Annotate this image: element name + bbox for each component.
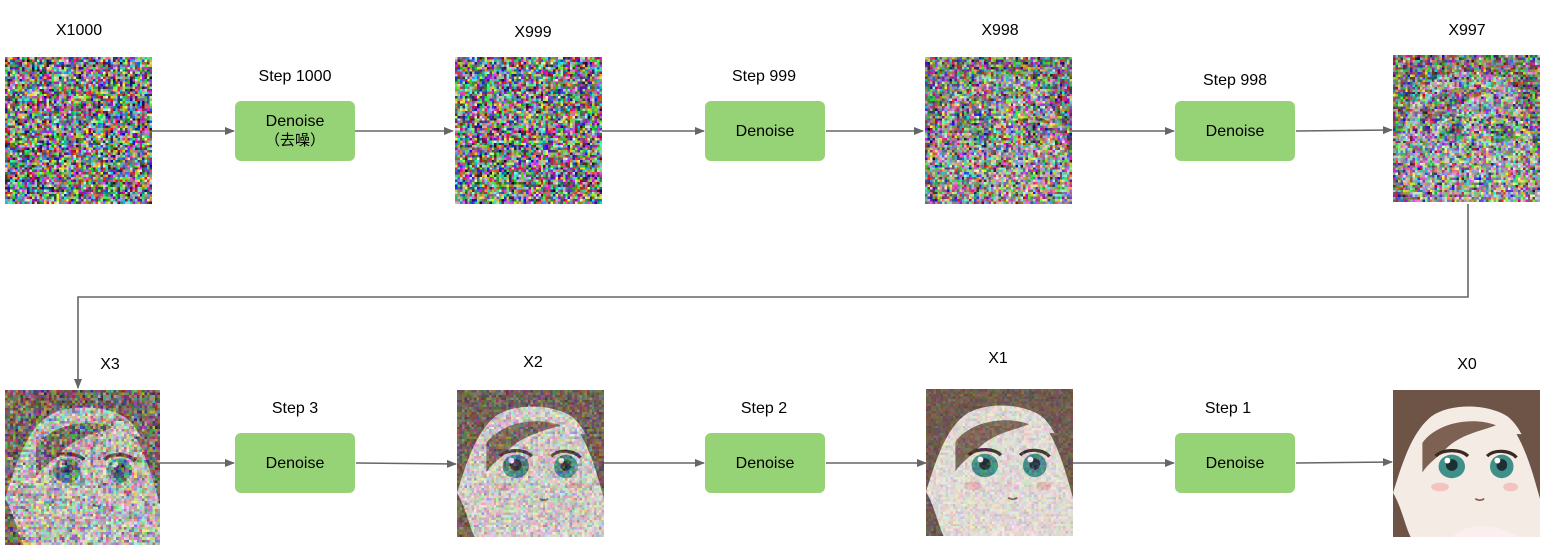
image-label-x997: X997 xyxy=(1448,22,1486,39)
step-label-2: Step 2 xyxy=(740,400,788,417)
arrow-step3-to-x2 xyxy=(355,459,457,468)
denoise-box-step998: Denoise xyxy=(1175,101,1295,161)
image-label-x998: X998 xyxy=(981,22,1019,39)
denoise-box-text: Denoise xyxy=(735,122,795,140)
step-label-3: Step 3 xyxy=(271,400,319,417)
noise-image-x2 xyxy=(457,390,604,537)
noise-image-x1 xyxy=(926,389,1073,536)
noise-image-x997 xyxy=(1393,55,1540,202)
step-label-1: Step 1 xyxy=(1204,400,1252,417)
denoise-box-text: Denoise xyxy=(1205,454,1265,472)
noise-image-x1000 xyxy=(5,57,152,204)
noise-image-x3 xyxy=(5,390,160,545)
step-label-998: Step 998 xyxy=(1202,72,1268,89)
denoise-box-step2: Denoise xyxy=(705,433,825,493)
image-label-x0: X0 xyxy=(1457,356,1477,373)
arrow-step1-to-x0 xyxy=(1295,458,1393,467)
denoise-box-text: Denoise xyxy=(265,113,325,130)
denoise-box-subtext: （去噪） xyxy=(264,132,325,149)
image-label-x1000: X1000 xyxy=(55,22,103,39)
denoise-box-text: Denoise xyxy=(735,454,795,472)
image-label-x3: X3 xyxy=(100,356,120,373)
arrow-x997-to-x3 xyxy=(74,204,1469,389)
denoise-box-step1: Denoise xyxy=(1175,433,1295,493)
image-label-x1: X1 xyxy=(988,350,1008,367)
step-label-1000: Step 1000 xyxy=(258,68,332,85)
denoise-box-text: Denoise xyxy=(1205,122,1265,140)
arrow-step998-to-x997 xyxy=(1295,126,1393,135)
denoise-box-text: Denoise xyxy=(265,454,325,472)
noise-image-x998 xyxy=(925,57,1072,204)
image-label-x999: X999 xyxy=(514,24,552,41)
clean-image-x0 xyxy=(1393,390,1540,537)
step-label-999: Step 999 xyxy=(731,68,797,85)
noise-image-x999 xyxy=(455,57,602,204)
denoise-box-step999: Denoise xyxy=(705,101,825,161)
image-label-x2: X2 xyxy=(523,354,543,371)
denoise-box-step1000: Denoise （去噪） xyxy=(235,101,355,161)
denoise-box-step3: Denoise xyxy=(235,433,355,493)
